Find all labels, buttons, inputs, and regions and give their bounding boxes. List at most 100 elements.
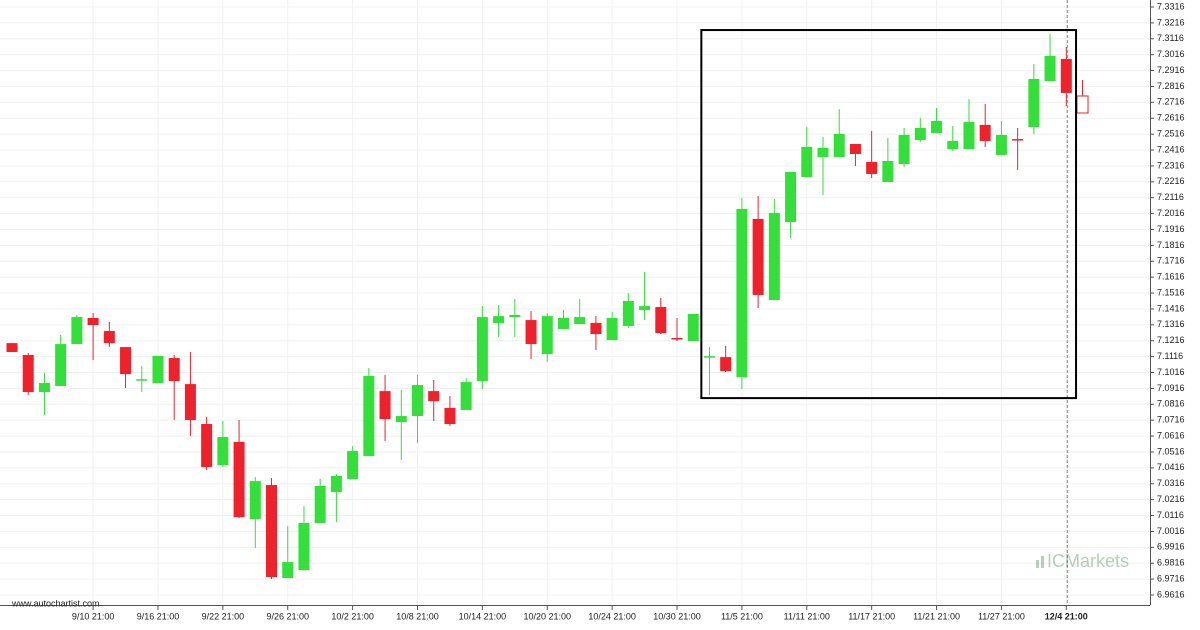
candle-body — [87, 318, 99, 325]
candle-body — [557, 318, 569, 329]
y-tick-label: 7.1716 — [1157, 256, 1185, 266]
candle-body — [428, 391, 440, 402]
candle-body — [1012, 139, 1024, 141]
y-tick-label: 7.1016 — [1157, 367, 1185, 377]
candle-body — [282, 562, 294, 578]
candle-body — [22, 355, 34, 393]
y-tick-label: 7.0516 — [1157, 446, 1185, 456]
y-tick-label: 7.1416 — [1157, 303, 1185, 313]
candle-body — [801, 147, 813, 178]
candle-body — [395, 416, 407, 423]
y-tick-label: 7.0216 — [1157, 494, 1185, 504]
candle-body — [233, 441, 245, 518]
y-tick-label: 7.2716 — [1157, 97, 1185, 107]
y-tick-label: 7.0016 — [1157, 526, 1185, 536]
candle-body — [866, 161, 878, 175]
candle-body — [720, 357, 732, 372]
x-tick-label: 9/10 21:00 — [72, 611, 115, 621]
candle-body — [266, 485, 278, 578]
y-tick-label: 6.9716 — [1157, 573, 1185, 583]
candle-body — [363, 376, 375, 457]
y-tick-label: 7.0916 — [1157, 383, 1185, 393]
candle-body — [249, 481, 261, 520]
x-tick-label: 9/26 21:00 — [266, 611, 309, 621]
candle-body — [379, 391, 391, 420]
candle-body — [849, 143, 861, 154]
x-tick-label: 11/11 21:00 — [784, 611, 830, 621]
candle-body — [55, 344, 67, 387]
x-tick-label: 11/5 21:00 — [721, 611, 763, 621]
y-tick-label: 7.2016 — [1157, 208, 1185, 218]
y-tick-label: 7.1816 — [1157, 240, 1185, 250]
y-tick-label: 7.1916 — [1157, 224, 1185, 234]
candle-body — [622, 301, 634, 326]
candle-body — [330, 475, 342, 493]
y-tick-label: 7.3216 — [1157, 17, 1185, 27]
y-tick-label: 7.1216 — [1157, 335, 1185, 345]
x-tick-label: 11/27 21:00 — [978, 611, 1025, 621]
candle-body — [574, 317, 586, 325]
x-tick-label: 10/20 21:00 — [523, 611, 571, 621]
candle-body — [120, 347, 132, 375]
candle-body — [460, 382, 472, 411]
x-tick-label: 10/2 21:00 — [331, 611, 374, 621]
candle-body — [687, 314, 699, 342]
y-tick-label: 6.9916 — [1157, 542, 1185, 552]
y-tick-label: 7.3316 — [1157, 1, 1185, 11]
candle-body — [1028, 78, 1040, 127]
candle-body — [168, 358, 180, 382]
x-tick-label: 11/17 21:00 — [848, 611, 895, 621]
y-tick-label: 6.9616 — [1157, 589, 1185, 599]
y-tick-label: 7.0316 — [1157, 478, 1185, 488]
candle-body — [6, 343, 18, 353]
candle-body — [103, 331, 115, 344]
y-tick-label: 7.2616 — [1157, 113, 1185, 123]
candle-body — [914, 127, 926, 141]
x-tick-label: 9/22 21:00 — [202, 611, 245, 621]
logo-bar — [1036, 560, 1039, 568]
candle-body — [493, 316, 505, 324]
candle-body — [963, 122, 975, 150]
candle-body — [979, 124, 991, 141]
y-tick-label: 6.9816 — [1157, 558, 1185, 568]
y-tick-label: 7.2816 — [1157, 81, 1185, 91]
logo-bar — [1041, 556, 1044, 568]
candle-body — [947, 140, 959, 150]
candle-body — [184, 384, 196, 421]
watermark-logo: ICMarkets — [1036, 551, 1129, 571]
candle-body — [217, 437, 229, 466]
candle-body — [817, 147, 829, 158]
y-tick-label: 7.1316 — [1157, 319, 1185, 329]
y-tick-label: 7.3116 — [1157, 33, 1184, 43]
y-tick-label: 7.0416 — [1157, 462, 1185, 472]
candle-body — [541, 316, 553, 355]
y-tick-label: 7.1116 — [1157, 351, 1183, 361]
y-tick-label: 7.1616 — [1157, 272, 1185, 282]
candle-body — [671, 338, 683, 340]
y-tick-label: 7.0616 — [1157, 430, 1185, 440]
y-tick-label: 7.2516 — [1157, 129, 1185, 139]
candle-body — [655, 307, 667, 334]
candle-body — [995, 134, 1007, 155]
y-tick-label: 7.2916 — [1157, 65, 1185, 75]
candle-body — [476, 317, 488, 382]
x-tick-label: 10/14 21:00 — [459, 611, 507, 621]
candle-body — [1044, 55, 1056, 82]
candle-body — [736, 208, 748, 378]
y-tick-label: 7.2116 — [1157, 192, 1184, 202]
x-tick-label: 10/8 21:00 — [396, 611, 439, 621]
candle-body — [768, 212, 780, 301]
candle-body — [444, 407, 456, 425]
candle-body — [152, 355, 164, 384]
pattern-rectangle — [700, 29, 1078, 400]
candle-body — [412, 385, 423, 417]
candle-body — [314, 485, 326, 524]
y-tick-label: 7.0716 — [1157, 415, 1185, 425]
candle-body — [898, 134, 910, 165]
x-tick-label: 10/24 21:00 — [588, 611, 636, 621]
candle-body — [931, 120, 943, 134]
candle-body — [833, 133, 845, 158]
y-tick-label: 7.0816 — [1157, 399, 1185, 409]
